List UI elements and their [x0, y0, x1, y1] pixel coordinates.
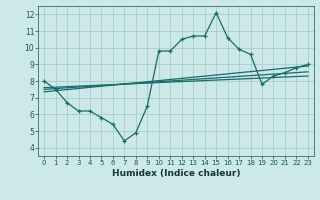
- X-axis label: Humidex (Indice chaleur): Humidex (Indice chaleur): [112, 169, 240, 178]
